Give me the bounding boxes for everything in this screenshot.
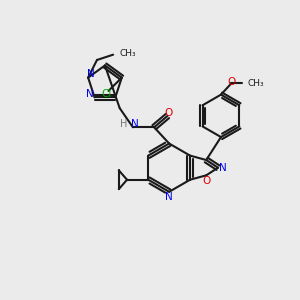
- Text: H: H: [120, 119, 128, 129]
- Text: CH₃: CH₃: [248, 79, 264, 88]
- Text: CH₃: CH₃: [120, 49, 136, 58]
- Text: O: O: [227, 77, 236, 87]
- Text: O: O: [165, 107, 173, 118]
- Text: N: N: [87, 69, 95, 79]
- Text: N: N: [86, 89, 94, 99]
- Text: N: N: [130, 119, 138, 129]
- Text: N: N: [219, 163, 227, 173]
- Text: Cl: Cl: [102, 89, 112, 99]
- Text: N: N: [165, 192, 173, 202]
- Text: O: O: [203, 176, 211, 186]
